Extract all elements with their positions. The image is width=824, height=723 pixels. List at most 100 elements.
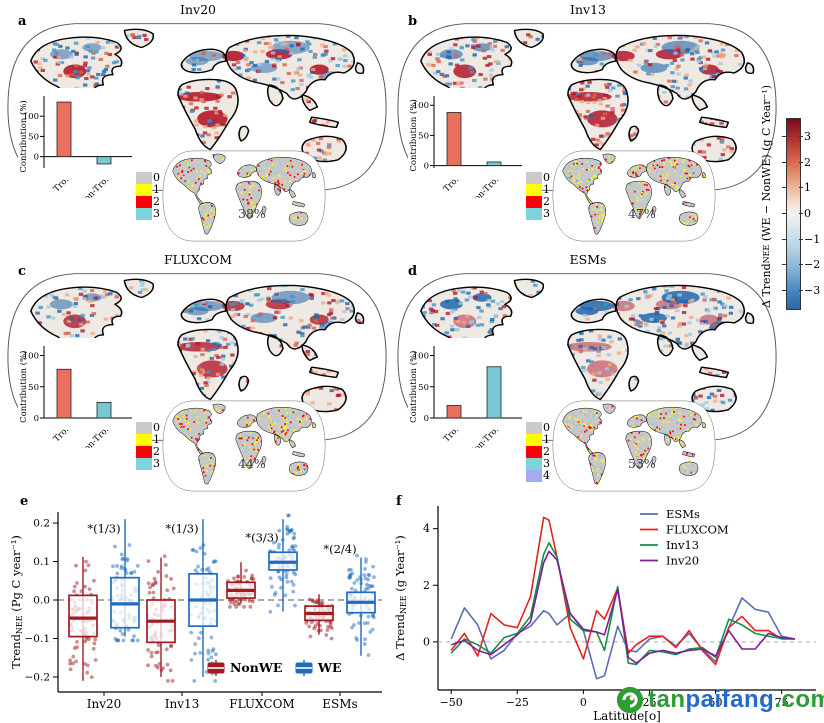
agreement-percent-a: 38% [238,206,266,221]
panel-c: FLUXCOM c 0 50 100 Tro. Non-Tro. Contribution… [4,250,392,498]
colorbar-tick-label: 0 [804,207,811,220]
contribution-inset-b: 0 50 100 Tro. Non-Tro. Contribution (%) [408,88,528,209]
legend-swatch [136,208,152,220]
colorbar-tick-label: −2 [804,258,821,272]
legend-swatch [136,172,152,184]
colorbar-tick [782,264,786,266]
panel-b-title: Inv13 [570,2,606,17]
colorbar-tick [782,187,786,189]
legend-value: 4 [543,469,550,482]
legend-value: 0 [153,171,160,184]
legend-value: 1 [153,183,160,196]
watermark-text-3: .com [774,686,824,713]
panel-b: Inv13 b 0 50 100 Tro. Non-Tro. Contribution (… [394,0,782,248]
legend-value: 1 [153,433,160,446]
svg-text:50: 50 [28,132,39,142]
colorbar-tick [799,161,803,163]
svg-text:100: 100 [23,352,39,362]
svg-text:0: 0 [34,414,39,424]
legend-swatch [526,434,542,446]
legend-value: 2 [543,445,550,458]
legend-value: 3 [153,207,160,220]
panel-d-title: ESMs [569,252,607,267]
agreement-legend-item: 4 [526,470,550,482]
panel-b-letter: b [408,14,418,29]
legend-value: 2 [153,195,160,208]
agreement-legend-item: 1 [526,184,550,196]
agreement-percent-c: 44% [238,456,266,471]
legend-swatch [526,208,542,220]
colorbar-tick [799,135,803,137]
colorbar-tick [782,161,786,163]
legend-swatch [526,458,542,470]
panel-e-letter: e [20,494,29,509]
contribution-inset-a: 0 50 100 Tro. Non-Tro. Contribution (%) [18,88,138,209]
agreement-legend-item: 2 [136,196,160,208]
svg-text:50: 50 [418,131,429,141]
watermark: tan paifang .com [616,682,824,718]
colorbar-tick-label: 2 [804,155,811,169]
agreement-legend-item: 1 [526,434,550,446]
legend-swatch [136,458,152,470]
panel-c-letter: c [18,264,26,279]
legend-value: 3 [543,457,550,470]
agreement-legend-item: 0 [526,422,550,434]
colorbar-tick [782,238,786,240]
colorbar-tick-label: −1 [804,232,821,246]
legend-swatch [136,196,152,208]
legend-value: 0 [153,421,160,434]
colorbar-tick [799,238,803,240]
panel-a-title: Inv20 [180,2,216,17]
colorbar-gradient [786,118,801,310]
legend-value: 2 [543,195,550,208]
svg-text:0: 0 [424,162,429,172]
legend-swatch [136,184,152,196]
watermark-text-1: tan [648,686,686,713]
legend-value: 3 [543,207,550,220]
panel-d-letter: d [408,264,418,279]
watermark-logo-icon [616,686,644,714]
colorbar-tick [782,135,786,137]
agreement-legend-item: 3 [136,208,160,220]
legend-swatch [136,422,152,434]
legend-swatch [526,446,542,458]
panel-d: ESMs d 0 50 100 Tro. Non-Tro. Contribution (%… [394,250,782,498]
svg-text:100: 100 [413,101,429,111]
svg-text:100: 100 [23,112,39,122]
agreement-legend-item: 2 [526,196,550,208]
colorbar-tick-label: −3 [804,284,821,298]
legend-value: 3 [153,457,160,470]
colorbar-tick [799,213,803,214]
colorbar-tick-label: 3 [804,129,811,143]
agreement-legend-item: 2 [136,446,160,458]
colorbar-tick-label: 1 [804,181,811,195]
agreement-legend-item: 1 [136,434,160,446]
agreement-legend-item: 3 [526,458,550,470]
colorbar-label: Δ TrendNEE (WE − NonWE) (g C Year⁻¹) [760,84,773,308]
legend-swatch [136,434,152,446]
legend-value: 0 [543,421,550,434]
svg-text:Contribution (%): Contribution (%) [18,100,29,172]
boxplot-chart: 0.20.10.0−0.1−0.2Inv20*(1/3)Inv13*(1/3)F… [9,512,382,711]
agreement-map-a [162,150,326,242]
colorbar-tick [799,264,803,266]
legend-swatch [136,446,152,458]
colorbar-tick [782,213,786,214]
watermark-text-2: paifang [685,686,775,713]
agreement-legend-item: 1 [136,184,160,196]
colorbar-tick [799,290,803,292]
legend-value: 2 [153,445,160,458]
agreement-percent-b: 47% [628,206,656,221]
legend-swatch [526,196,542,208]
contribution-inset-c: 0 50 100 Tro. Non-Tro. Contribution (%) [18,338,138,459]
